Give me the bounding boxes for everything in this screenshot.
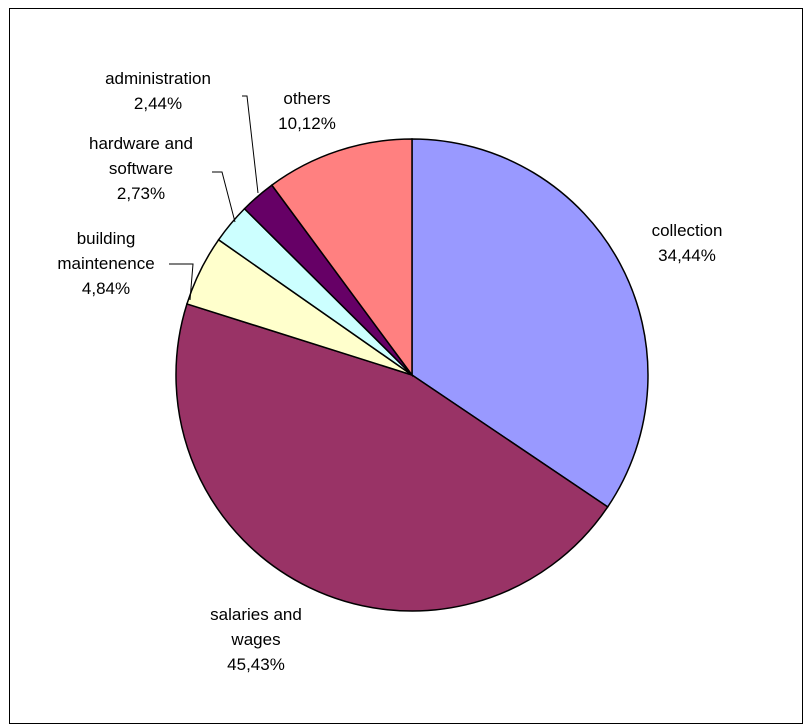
- slice-name-label: maintenence: [57, 254, 154, 273]
- slice-label-salaries-and: salaries and wages 45,43%: [210, 605, 302, 674]
- slice-label-others: others 10,12%: [278, 89, 336, 133]
- slice-name-label: wages: [230, 630, 280, 649]
- slice-percent-label: 10,12%: [278, 114, 336, 133]
- slice-percent-label: 4,84%: [82, 279, 130, 298]
- slice-label-collection: collection 34,44%: [652, 221, 723, 265]
- leader-line-hardware-and: [212, 172, 235, 222]
- slice-percent-label: 45,43%: [227, 655, 285, 674]
- slice-label-administration: administration 2,44%: [105, 69, 211, 113]
- slice-label-hardware-and: hardware and software 2,73%: [89, 134, 193, 203]
- slice-name-label: salaries and: [210, 605, 302, 624]
- slice-name-label: hardware and: [89, 134, 193, 153]
- slice-name-label: administration: [105, 69, 211, 88]
- slice-name-label: collection: [652, 221, 723, 240]
- slices-layer: [176, 139, 648, 611]
- slice-percent-label: 2,44%: [134, 94, 182, 113]
- slice-name-label: others: [283, 89, 330, 108]
- slice-name-label: software: [109, 159, 173, 178]
- slice-label-building: building maintenence 4,84%: [57, 229, 154, 298]
- slice-percent-label: 2,73%: [117, 184, 165, 203]
- leader-line-administration: [242, 96, 258, 193]
- slice-percent-label: 34,44%: [658, 246, 716, 265]
- slice-name-label: building: [77, 229, 136, 248]
